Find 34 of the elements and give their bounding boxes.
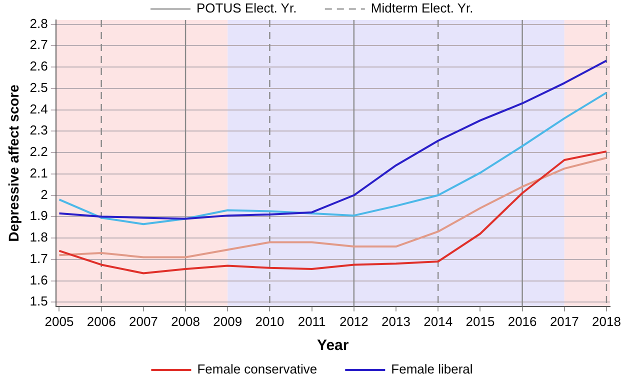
legend-label: Female liberal	[391, 362, 473, 377]
legend-label: Female conservative	[197, 362, 318, 377]
y-tick-label: 1.9	[30, 208, 48, 224]
y-tick-label: 2.4	[30, 101, 48, 116]
legend-label: POTUS Elect. Yr.	[196, 0, 297, 16]
y-tick-label: 2.3	[30, 122, 48, 138]
x-tick-label: 2012	[339, 314, 368, 329]
x-tick-label: 2017	[550, 314, 579, 329]
x-tick-label: 2013	[382, 314, 410, 329]
y-tick-label: 2.2	[30, 144, 48, 160]
y-tick-label: 2.5	[30, 80, 48, 95]
y-tick-label: 2	[40, 186, 48, 202]
y-tick-label: 2.8	[30, 16, 48, 31]
y-tick-label: 1.7	[30, 250, 48, 266]
x-axis-title: Year	[317, 337, 349, 354]
x-tick-label: 2005	[44, 314, 74, 329]
y-tick-label: 2.7	[30, 37, 48, 52]
x-tick-label: 2014	[424, 314, 453, 329]
x-tick-label: 2015	[466, 314, 495, 329]
y-tick-label: 1.5	[30, 294, 48, 309]
x-tick-label: 2010	[255, 314, 284, 329]
y-tick-label: 2.1	[30, 165, 48, 180]
y-axis-title: Depressive affect score	[5, 84, 22, 242]
y-tick-label: 2.6	[30, 58, 48, 74]
y-tick-label: 1.8	[30, 230, 48, 245]
x-tick-label: 2018	[592, 314, 621, 329]
x-tick-label: 2016	[508, 314, 537, 329]
y-tick-label: 1.6	[30, 272, 48, 288]
x-tick-label: 2008	[171, 314, 200, 329]
x-tick-label: 2009	[213, 314, 242, 329]
x-tick-label: 2007	[128, 314, 158, 329]
legend-label: Midterm Elect. Yr.	[370, 0, 474, 16]
x-tick-label: 2011	[298, 314, 326, 329]
x-tick-label: 2006	[86, 314, 116, 329]
